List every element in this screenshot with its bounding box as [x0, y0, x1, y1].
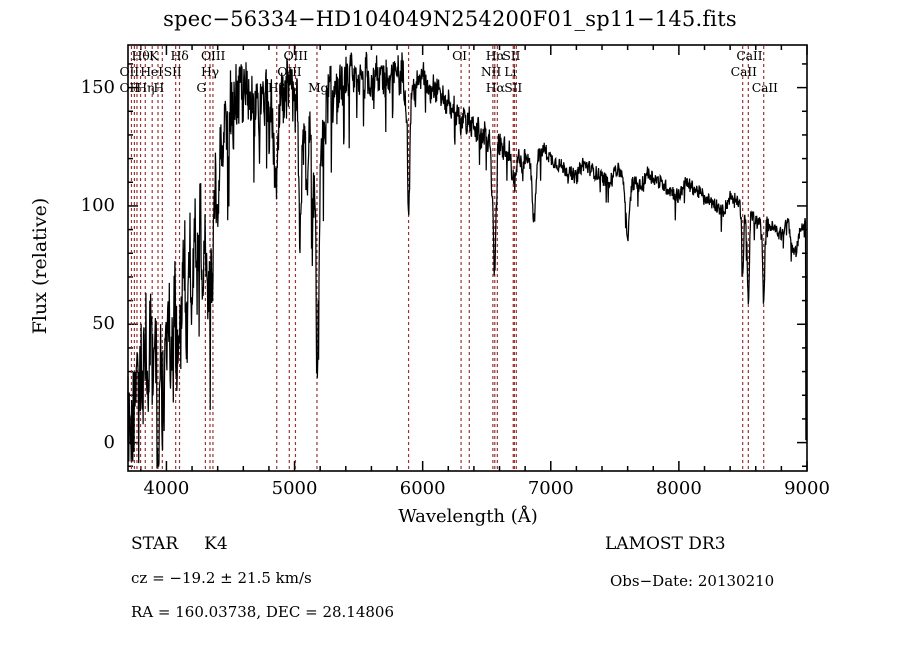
- x-tick-label: 4000: [143, 478, 190, 499]
- spectral-line-label: K: [148, 48, 159, 63]
- spectral-line-label: OIII: [283, 48, 308, 63]
- spectrum-trace: [127, 51, 807, 469]
- x-axis-label: Wavelength (Å): [398, 506, 538, 527]
- spectral-line-label: Mg: [307, 80, 329, 95]
- spectral-line-label: NII: [480, 64, 502, 79]
- y-tick-label: 100: [80, 194, 115, 216]
- spectral-line-label: OII: [119, 64, 139, 79]
- spectral-line-label: Hθ: [131, 48, 150, 63]
- x-tick-label: 7000: [527, 478, 574, 499]
- plot-frame: [127, 44, 808, 472]
- spectral-line-label: CaII: [751, 80, 778, 95]
- spectral-line-label: OIII: [277, 64, 302, 79]
- spectral-line-label: CaII: [730, 64, 757, 79]
- footer-survey: LAMOST DR3: [605, 534, 726, 554]
- spectral-line-label: SII: [504, 80, 523, 95]
- footer-coordinates: RA = 160.03738, DEC = 28.14806: [131, 603, 395, 621]
- y-tick-label: 50: [92, 313, 115, 335]
- spectral-line-label: SII: [502, 48, 521, 63]
- spectral-line-label: OII: [119, 80, 139, 95]
- spectral-line-label: Hγ: [200, 64, 219, 79]
- footer-radial-velocity: cz = −19.2 ± 21.5 km/s: [131, 569, 312, 587]
- spectral-line-label: H: [153, 80, 165, 95]
- y-tick-label: 0: [103, 431, 115, 453]
- spectral-line-label: OI: [452, 48, 467, 63]
- spectral-line-label: Hβ: [267, 80, 286, 95]
- spectral-line-label: OIII: [200, 48, 226, 63]
- footer-object-class: STAR K4: [131, 534, 228, 554]
- spectral-line-label: G: [196, 80, 207, 95]
- x-tick-label: 5000: [271, 478, 318, 499]
- spectral-type-value: K4: [204, 534, 228, 554]
- object-class-value: STAR: [131, 534, 179, 554]
- figure-title: spec−56334−HD104049N254200F01_sp11−145.f…: [163, 7, 737, 31]
- spectral-line-label: Hα: [485, 80, 505, 95]
- x-tick-label: 6000: [399, 478, 446, 499]
- spectral-line-label: SII: [163, 64, 182, 79]
- y-tick-label: 150: [80, 76, 115, 98]
- spectral-line-label: Hη: [136, 80, 155, 95]
- spectral-line-label: HeI: [140, 64, 163, 79]
- x-tick-label: 8000: [655, 478, 702, 499]
- spectral-line-label: Hδ: [170, 48, 189, 63]
- footer-obs-date: Obs−Date: 20130210: [610, 572, 775, 590]
- spectral-line-label: Hα: [485, 48, 505, 63]
- spectral-line-label: CaII: [736, 48, 763, 63]
- spectral-line-label: Li: [504, 64, 517, 79]
- x-tick-label: 9000: [784, 478, 830, 499]
